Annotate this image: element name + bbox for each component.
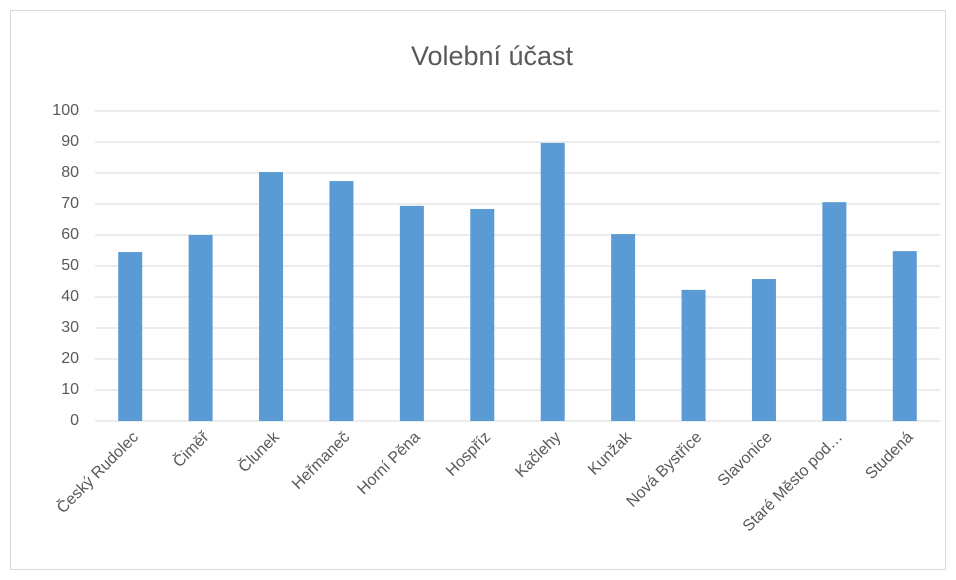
- bar: [329, 181, 354, 421]
- y-tick-label: 10: [61, 381, 79, 398]
- bar: [399, 205, 424, 421]
- bar: [470, 208, 495, 421]
- y-tick-label: 0: [70, 412, 79, 429]
- bar: [540, 142, 565, 421]
- y-tick-label: 100: [52, 102, 79, 119]
- bar: [188, 235, 213, 421]
- y-tick-label: 30: [61, 319, 79, 336]
- bar: [259, 172, 284, 421]
- bar: [118, 252, 143, 421]
- y-tick-label: 90: [61, 133, 79, 150]
- bar: [892, 251, 917, 421]
- y-tick-label: 70: [61, 195, 79, 212]
- bar: [751, 279, 776, 421]
- bar: [611, 234, 636, 421]
- y-tick-label: 40: [61, 288, 79, 305]
- y-tick-label: 20: [61, 350, 79, 367]
- y-tick-label: 80: [61, 164, 79, 181]
- bar: [681, 289, 706, 421]
- bar: [822, 202, 847, 421]
- chart-title: Volební účast: [411, 41, 574, 71]
- y-tick-label: 50: [61, 257, 79, 274]
- y-tick-label: 60: [61, 226, 79, 243]
